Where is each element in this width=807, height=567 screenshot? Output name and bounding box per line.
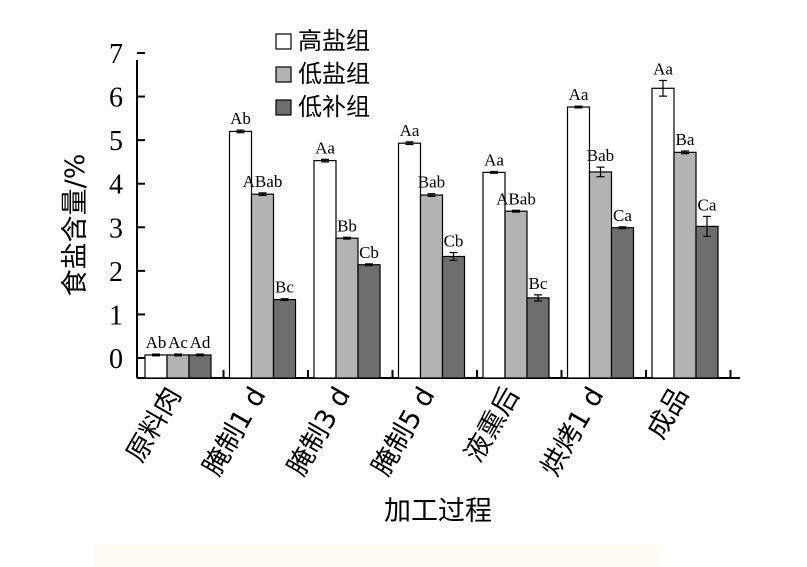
bar	[357, 264, 381, 379]
significance-label: Ac	[168, 333, 188, 352]
y-tick-label: 3	[109, 213, 123, 244]
bar	[166, 354, 190, 379]
significance-label: ABab	[243, 172, 283, 191]
significance-label: Ab	[146, 333, 167, 352]
significance-label: Ab	[230, 109, 251, 128]
bar	[228, 130, 253, 379]
legend-swatch	[275, 66, 292, 83]
legend-label: 高盐组	[298, 27, 370, 55]
significance-label: Aa	[569, 85, 589, 104]
bar	[441, 255, 466, 379]
significance-label: ABab	[496, 189, 536, 208]
bar	[144, 354, 168, 379]
x-axis-title: 加工过程	[384, 496, 492, 527]
significance-label: Bb	[337, 216, 357, 235]
bar	[272, 299, 297, 379]
significance-label: Bab	[587, 146, 614, 165]
y-tick-label: 7	[109, 39, 123, 70]
significance-label: Bc	[529, 274, 548, 293]
legend-swatch	[275, 99, 292, 116]
legend-label: 低盐组	[298, 60, 370, 88]
y-tick-label: 5	[109, 126, 123, 157]
significance-label: Bab	[418, 173, 445, 192]
x-tick-label: 成品	[641, 382, 695, 444]
significance-label: Aa	[400, 121, 420, 140]
significance-label: Ca	[698, 195, 717, 214]
significance-label: Bc	[275, 278, 294, 297]
y-tick-label: 2	[109, 257, 123, 288]
bar	[651, 87, 675, 379]
bar	[610, 227, 635, 379]
x-tick-label: 烘烤1 d	[535, 382, 610, 481]
y-axis-title: 食盐含量/%	[60, 154, 91, 297]
x-tick-label: 液熏后	[459, 382, 526, 468]
x-tick-label: 原料肉	[121, 382, 188, 468]
bar	[673, 151, 697, 379]
significance-label: Ba	[676, 130, 695, 149]
bar	[419, 194, 444, 379]
bar	[504, 210, 528, 379]
footer-strip	[95, 545, 660, 567]
bar	[695, 225, 719, 379]
y-axis: 0 1 2 3 4 5 6 7	[109, 39, 145, 378]
x-axis: 原料肉 腌制1 d 腌制3 d 腌制5 d 液熏后 烘烤1 d 成品	[121, 370, 740, 481]
significance-label: Aa	[315, 138, 335, 157]
y-tick-label: 6	[109, 83, 123, 114]
bar	[588, 171, 613, 379]
legend-label: 低补组	[298, 93, 370, 121]
significance-label: Ca	[613, 206, 632, 225]
x-tick-label: 腌制1 d	[197, 382, 272, 481]
x-tick-label: 腌制5 d	[366, 382, 441, 481]
bar	[335, 237, 359, 379]
x-tick-label: 腌制3 d	[282, 382, 357, 481]
bar	[313, 160, 337, 379]
significance-label: Ad	[190, 333, 211, 352]
significance-label: Aa	[484, 151, 504, 170]
legend-swatch	[275, 33, 292, 50]
y-tick-label: 0	[109, 344, 123, 375]
significance-label: Cb	[359, 243, 379, 262]
bar	[188, 354, 212, 379]
y-tick-label: 4	[109, 170, 123, 201]
significance-label: Aa	[653, 59, 673, 78]
y-tick-label: 1	[109, 300, 123, 331]
significance-label: Cb	[444, 232, 464, 251]
bar	[250, 193, 275, 379]
bar	[526, 297, 550, 379]
bars: Ab Ac AdAbABabBcAaBbCbAaBabCbAaABabBcAaBab…	[144, 59, 719, 379]
